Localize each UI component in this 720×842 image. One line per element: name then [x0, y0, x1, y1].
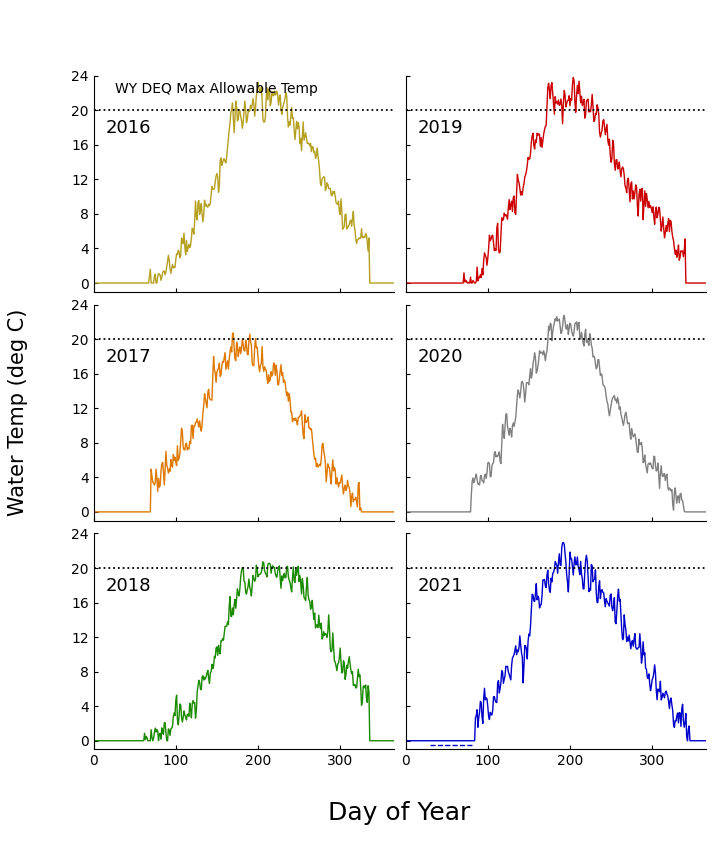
- Text: Water Temp (deg C): Water Temp (deg C): [8, 309, 28, 516]
- Text: 2017: 2017: [106, 348, 151, 365]
- Text: Day of Year: Day of Year: [328, 801, 471, 824]
- Text: WY DEQ Max Allowable Temp: WY DEQ Max Allowable Temp: [114, 83, 318, 96]
- Text: 2019: 2019: [418, 119, 463, 137]
- Text: 2021: 2021: [418, 577, 463, 594]
- Text: 2016: 2016: [106, 119, 151, 137]
- Text: 2018: 2018: [106, 577, 151, 594]
- Text: 2020: 2020: [418, 348, 463, 365]
